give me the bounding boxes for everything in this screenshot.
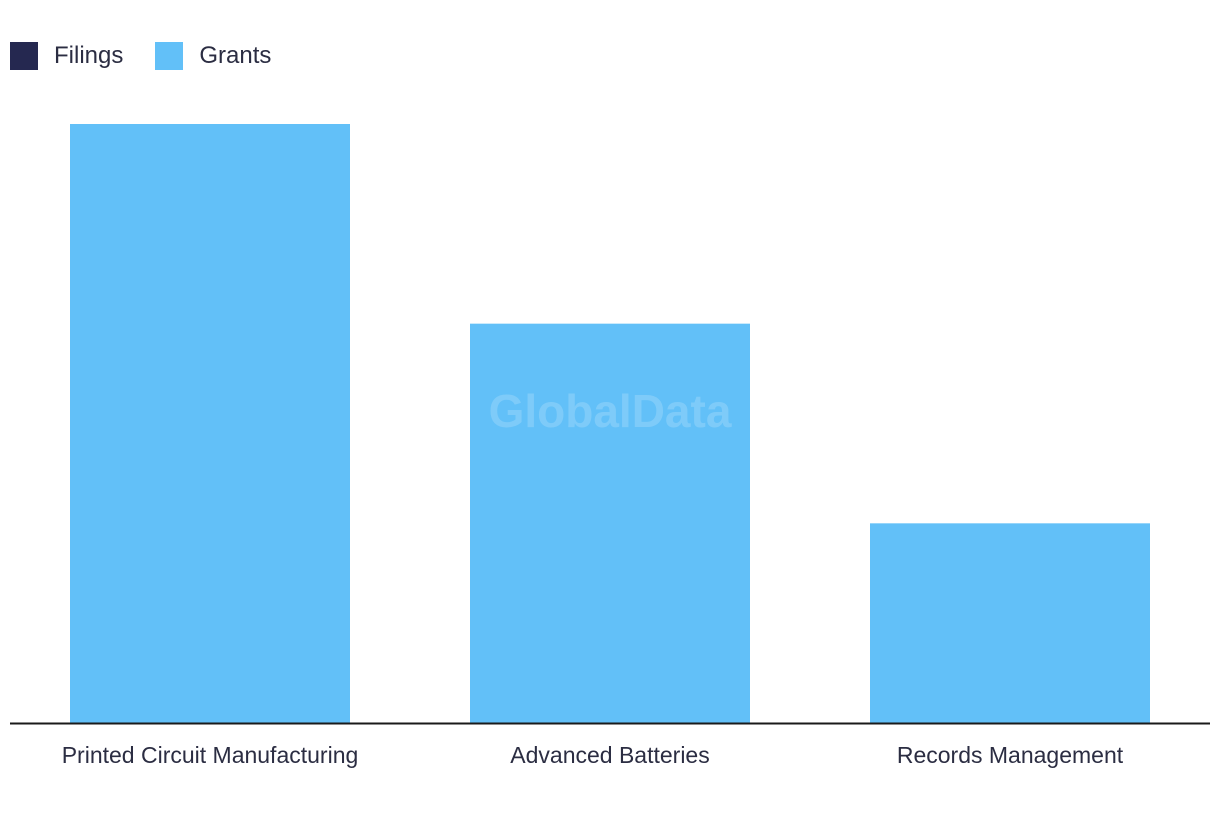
chart-legend: Filings Grants	[10, 42, 271, 70]
bar-grants-0[interactable]	[70, 124, 350, 723]
legend-label-filings: Filings	[54, 42, 124, 69]
bar-grants-1[interactable]	[470, 323, 750, 723]
legend-swatch-filings	[10, 42, 38, 70]
x-tick-label-1: Advanced Batteries	[510, 742, 709, 768]
x-tick-label-2: Records Management	[897, 742, 1124, 768]
x-tick-label-0: Printed Circuit Manufacturing	[62, 742, 359, 768]
legend-swatch-grants	[155, 42, 184, 70]
legend-item-grants[interactable]: Grants	[155, 42, 271, 70]
legend-label-grants: Grants	[199, 42, 272, 69]
bar-grants-2[interactable]	[870, 523, 1150, 723]
legend-item-filings[interactable]: Filings	[10, 42, 123, 70]
